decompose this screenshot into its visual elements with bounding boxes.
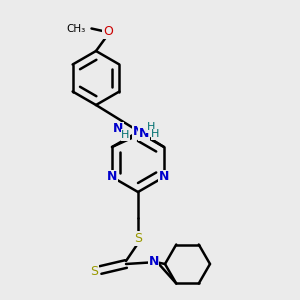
Text: H: H bbox=[147, 122, 155, 133]
Text: CH₃: CH₃ bbox=[66, 23, 85, 34]
Text: N: N bbox=[148, 255, 159, 268]
Text: H: H bbox=[121, 130, 130, 140]
Text: S: S bbox=[134, 232, 142, 245]
Text: N: N bbox=[139, 127, 149, 140]
Text: S: S bbox=[91, 265, 98, 278]
Text: N: N bbox=[113, 122, 123, 136]
Text: N: N bbox=[133, 125, 143, 139]
Text: N: N bbox=[159, 170, 169, 184]
Text: N: N bbox=[107, 170, 117, 184]
Text: H: H bbox=[151, 129, 160, 140]
Text: O: O bbox=[103, 25, 113, 38]
